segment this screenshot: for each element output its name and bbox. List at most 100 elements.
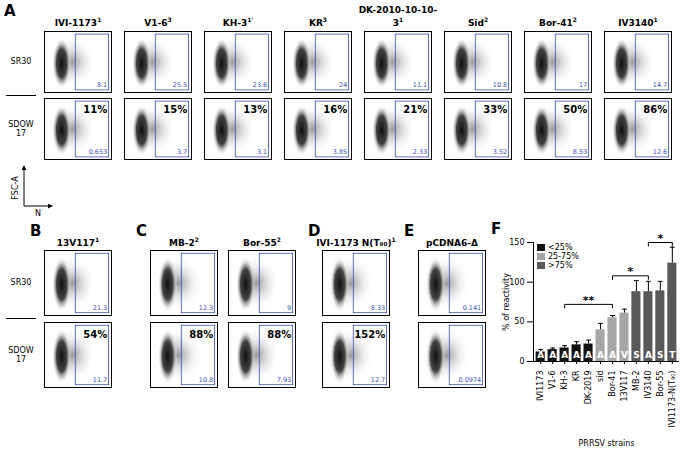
svg-text:T: T [669, 350, 676, 360]
html-text:A: A [4, 2, 16, 20]
svg-text:54%: 54% [83, 329, 107, 340]
html-text:Bor-41: Bor-41 [539, 18, 573, 28]
svg-text:50: 50 [514, 317, 524, 326]
svg-text:8.1: 8.1 [97, 81, 107, 89]
svg-text:17: 17 [579, 81, 587, 89]
svg-text:8.53: 8.53 [573, 148, 587, 156]
svg-text:2.33: 2.33 [413, 148, 427, 156]
svg-text:N: N [35, 209, 41, 218]
svg-text:14.7: 14.7 [653, 81, 667, 89]
svg-text:A: A [645, 350, 652, 360]
svg-text:V: V [621, 350, 628, 360]
svg-text:100: 100 [509, 278, 524, 287]
svg-text:88%: 88% [189, 329, 213, 340]
svg-text:S: S [657, 350, 663, 360]
svg-text:25.5: 25.5 [173, 81, 187, 89]
svg-text:16%: 16% [323, 104, 347, 115]
svg-text:21%: 21% [403, 104, 427, 115]
html-text:IVI-1173 N(T₉₀)1: IVI-1173 N(T₉₀)1 [316, 236, 396, 248]
svg-text:0.653: 0.653 [89, 148, 108, 156]
html-text:F: F [491, 220, 502, 238]
svg-text:8.33: 8.33 [371, 304, 385, 312]
svg-text:3.85: 3.85 [333, 148, 347, 156]
html-text:V1-6: V1-6 [144, 18, 168, 28]
svg-text:MB-2: MB-2 [632, 371, 641, 391]
html-text:Sid2: Sid2 [467, 16, 489, 28]
svg-text:sid: sid [596, 371, 605, 382]
svg-text:A: A [597, 350, 604, 360]
html-text:D: D [308, 222, 321, 240]
svg-text:IVI1173: IVI1173 [536, 371, 545, 402]
html-text:SR30: SR30 [10, 278, 32, 287]
html-text:C: C [136, 222, 147, 240]
svg-text:**: ** [583, 294, 595, 307]
html-text:SR30: SR30 [10, 57, 32, 66]
svg-text:24: 24 [339, 81, 347, 89]
svg-text:IV3140: IV3140 [644, 371, 653, 399]
svg-text:152%: 152% [354, 329, 385, 340]
svg-text:DK-2019: DK-2019 [584, 371, 593, 405]
svg-text:Bor-55: Bor-55 [656, 371, 665, 397]
html-text:E: E [404, 222, 415, 240]
svg-text:0.141: 0.141 [463, 304, 482, 312]
svg-text:50%: 50% [563, 104, 587, 115]
svg-text:PRRSV strains: PRRSV strains [579, 439, 635, 448]
html-text:MB-2: MB-2 [169, 238, 195, 248]
svg-text:A: A [561, 350, 568, 360]
html-text:pCDNA6-Δ: pCDNA6-Δ [426, 238, 478, 248]
svg-text:*: * [657, 232, 663, 245]
svg-text:11%: 11% [83, 104, 107, 115]
svg-text:10.8: 10.8 [199, 376, 213, 384]
svg-text:S: S [633, 350, 639, 360]
svg-text:23.6: 23.6 [253, 81, 267, 89]
svg-text:A: A [549, 350, 556, 360]
html-text:Bor-55: Bor-55 [243, 238, 277, 248]
svg-text:% of reactivity: % of reactivity [502, 273, 511, 331]
svg-text:13V117: 13V117 [620, 371, 629, 402]
html-text:B: B [30, 222, 42, 240]
svg-text:0.0974: 0.0974 [458, 376, 481, 384]
html-text:IV3140: IV3140 [618, 18, 654, 28]
html-text:SDOW: SDOW [8, 120, 34, 129]
html-text:17: 17 [15, 355, 27, 364]
svg-text:7.93: 7.93 [277, 376, 291, 384]
html-text:<25%: <25% [548, 243, 573, 252]
html-text:17: 17 [15, 129, 27, 138]
svg-text:33%: 33% [483, 104, 507, 115]
html-text:KR3: KR3 [309, 16, 327, 28]
svg-text:KR: KR [572, 370, 581, 381]
svg-text:KH-3: KH-3 [560, 371, 569, 390]
svg-text:Bor-41: Bor-41 [608, 371, 617, 397]
html-text:25-75%: 25-75% [548, 252, 579, 261]
svg-text:12.7: 12.7 [371, 376, 385, 384]
html-text:DK-2010-10-10-3: DK-2010-10-10-3 [358, 5, 438, 28]
svg-text:0: 0 [519, 357, 524, 366]
svg-text:3.7: 3.7 [177, 148, 187, 156]
html-text:IVI-1173: IVI-1173 [54, 18, 98, 28]
svg-text:3.52: 3.52 [493, 148, 507, 156]
html-text:13V117: 13V117 [56, 238, 95, 248]
svg-text:10.8: 10.8 [493, 81, 507, 89]
svg-text:88%: 88% [267, 329, 291, 340]
svg-text:150: 150 [509, 238, 524, 247]
svg-text:13%: 13% [243, 104, 267, 115]
svg-text:11.1: 11.1 [413, 81, 427, 89]
svg-text:86%: 86% [643, 104, 667, 115]
svg-text:A: A [609, 350, 616, 360]
svg-text:9: 9 [287, 304, 291, 312]
svg-text:FSC-A: FSC-A [11, 176, 20, 200]
svg-text:A: A [537, 350, 544, 360]
svg-text:11.7: 11.7 [93, 376, 107, 384]
svg-text:12.6: 12.6 [653, 148, 667, 156]
html-text:KH-3: KH-3 [222, 18, 248, 28]
svg-text:15%: 15% [163, 104, 187, 115]
svg-text:3.1: 3.1 [257, 148, 267, 156]
svg-text:V1-6: V1-6 [548, 371, 557, 390]
html-text:SDOW: SDOW [8, 346, 34, 355]
svg-text:*: * [628, 265, 634, 278]
svg-text:21.3: 21.3 [93, 304, 107, 312]
svg-text:A: A [585, 350, 592, 360]
svg-text:IVI1173-N(T₉₀): IVI1173-N(T₉₀) [668, 371, 677, 428]
svg-text:A: A [573, 350, 580, 360]
svg-text:12.3: 12.3 [199, 304, 213, 312]
